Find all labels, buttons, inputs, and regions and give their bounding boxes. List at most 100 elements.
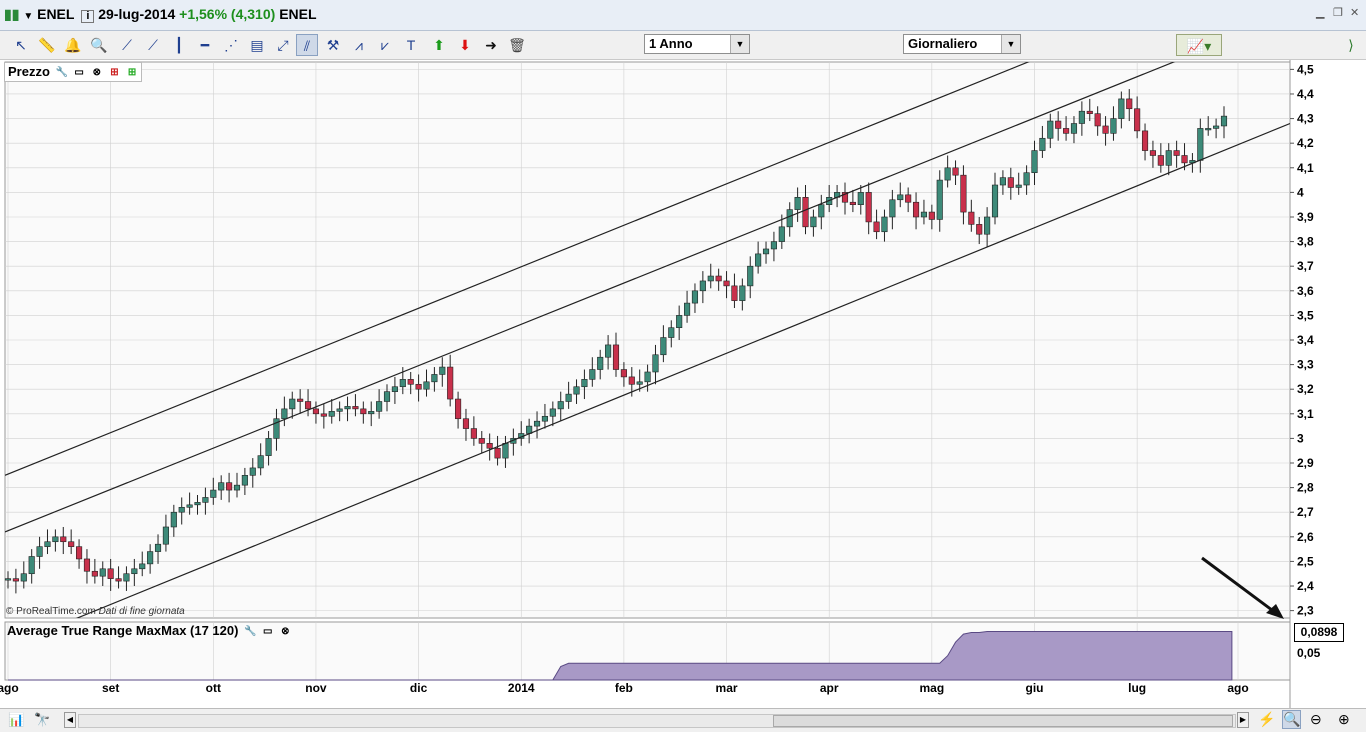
candle-body	[747, 265, 754, 287]
vertical-line-icon[interactable]: ┃	[174, 37, 184, 53]
text-tool-icon[interactable]: T	[406, 37, 416, 53]
title-symbol-group: ▮▮ ▼ ENEL i 29-lug-2014 +1,56% (4,310) E…	[4, 6, 317, 23]
candle-body	[1213, 125, 1220, 129]
arrow-up-green-icon[interactable]: ⬆	[433, 37, 445, 53]
atr-panel-label: Average True Range MaxMax (17 120)	[7, 623, 239, 638]
tools-hammer-icon[interactable]: ⚒	[326, 37, 340, 53]
close-icon[interactable]: ⊗	[92, 66, 101, 78]
candle-body	[857, 192, 864, 205]
indicators-menu-button[interactable]: 📈▾	[1176, 34, 1222, 56]
candle-body	[20, 573, 27, 582]
candles-icon: ▮▮	[4, 6, 20, 22]
arrow-down-red-icon[interactable]: ⬇	[459, 37, 471, 53]
binoculars-icon[interactable]: 🔭	[34, 712, 51, 727]
arrow-right-icon[interactable]: ➜	[485, 37, 497, 53]
candle-body	[778, 226, 785, 242]
candle-body	[281, 408, 288, 420]
chart-area[interactable]: 4,5 4,4 4,3 4,2 4,1 4 3,9 3,8 3,7 3,6 3,5 3,4 3,3 3,2…	[0, 60, 1366, 708]
candle-body	[91, 570, 98, 577]
candle-body	[36, 546, 43, 557]
close-window-button[interactable]: ✕	[1350, 7, 1360, 19]
alarm-bell-icon[interactable]: 🔔	[64, 37, 82, 53]
candle-body	[715, 275, 722, 282]
channel-line	[5, 62, 1176, 533]
maximize-icon[interactable]: ▭	[262, 625, 273, 637]
chevron-down-icon: ▼	[730, 35, 749, 53]
pointer-icon[interactable]: ↖	[15, 37, 27, 53]
zoom-out-icon[interactable]: ⊖	[1310, 711, 1322, 727]
close-icon[interactable]: ⊗	[281, 625, 290, 637]
title-change: +1,56% (4,310)	[179, 6, 276, 22]
candle-body	[107, 568, 114, 579]
auto-scale-icon[interactable]: ⚡	[1258, 711, 1276, 727]
x-tick-label: feb	[615, 681, 633, 695]
horizontal-line-icon[interactable]: ━	[200, 37, 210, 53]
candle-body	[1015, 184, 1022, 188]
zigzag-icon[interactable]: ⩘	[355, 37, 363, 53]
scroll-left-button[interactable]: ◀	[64, 712, 76, 728]
candle-body	[360, 408, 367, 415]
candle-body	[470, 428, 477, 439]
zoom-fit-icon[interactable]: 🔍	[1282, 710, 1302, 729]
candle-body	[549, 408, 556, 417]
candle-body	[76, 546, 83, 560]
channel-tool-icon[interactable]: ⫽	[296, 34, 318, 56]
candle-body	[684, 302, 691, 316]
candle-body	[502, 443, 509, 459]
candle-body	[170, 511, 177, 528]
arrows-icon[interactable]: ⤢	[277, 37, 289, 53]
chart-settings-icon[interactable]: 📊	[8, 712, 25, 727]
ruler-icon[interactable]: 📏	[38, 37, 56, 53]
x-tick-label: dic	[410, 681, 428, 695]
fan-lines-icon[interactable]: ⋰	[224, 37, 238, 53]
minimize-window-button[interactable]: ▁	[1316, 7, 1325, 19]
candle-body	[99, 568, 106, 577]
scroll-right-end-icon[interactable]: ⟩	[1348, 37, 1354, 53]
y-tick-label: 3,3	[1297, 358, 1314, 372]
zoom-in-icon[interactable]: ⊕	[1338, 711, 1350, 727]
maximize-icon[interactable]: ▭	[74, 66, 84, 78]
period-select[interactable]: 1 Anno ▼	[644, 34, 750, 54]
trendline-icon[interactable]: ⟋	[148, 37, 158, 53]
candle-body	[407, 379, 414, 385]
candle-body	[320, 413, 327, 417]
bottom-toolbar: 📊 🔭 ◀ ▶ ⚡ 🔍 ⊖ ⊕	[0, 708, 1366, 732]
candle-body	[1197, 128, 1204, 161]
scroll-right-button[interactable]: ▶	[1237, 712, 1249, 728]
triangle-pattern-icon[interactable]: ⩗	[381, 37, 389, 53]
candle-body	[652, 354, 659, 373]
candle-body	[905, 194, 912, 203]
candle-body	[920, 211, 928, 218]
candle-body	[984, 216, 991, 235]
wrench-icon[interactable]: 🔧	[55, 66, 68, 78]
candle-body	[968, 211, 975, 225]
horizontal-scrollbar-thumb[interactable]	[773, 715, 1233, 727]
candle-body	[455, 398, 462, 420]
move-up-icon[interactable]: ⊞	[127, 66, 137, 78]
candle-body	[936, 179, 943, 220]
wrench-icon[interactable]: 🔧	[244, 625, 257, 637]
copyright-note: © ProRealTime.com Dati di fine giornata	[6, 606, 185, 617]
candle-body	[52, 536, 59, 543]
candle-body	[1023, 172, 1030, 186]
horizontal-scrollbar-track[interactable]	[78, 714, 1236, 728]
candle-body	[533, 420, 541, 427]
segment-line-icon[interactable]: ⟋	[122, 37, 132, 53]
candle-body	[44, 541, 51, 547]
title-date: 29-lug-2014	[98, 6, 176, 22]
y-tick-label: 4	[1297, 185, 1304, 199]
info-icon[interactable]: i	[81, 10, 95, 23]
atr-y-tick-label: 0,05	[1297, 646, 1321, 660]
price-chart-svg[interactable]: 4,5 4,4 4,3 4,2 4,1 4 3,9 3,8 3,7 3,6 3,5 3,4 3,3 3,2…	[0, 60, 1366, 708]
trash-icon[interactable]: 🗑	[508, 37, 526, 53]
y-tick-label: 3,6	[1297, 284, 1314, 298]
candle-body	[802, 197, 809, 228]
candle-body	[557, 401, 564, 410]
interval-select[interactable]: Giornaliero ▼	[903, 34, 1021, 54]
fibonacci-icon[interactable]: ▤	[250, 37, 264, 53]
candle-body	[589, 369, 596, 380]
restore-window-button[interactable]: ❐	[1333, 7, 1343, 19]
zoom-magnifier-icon[interactable]: 🔍	[90, 37, 108, 53]
move-down-icon[interactable]: ⊞	[110, 66, 119, 78]
chevron-down-icon[interactable]: ▼	[23, 11, 34, 22]
